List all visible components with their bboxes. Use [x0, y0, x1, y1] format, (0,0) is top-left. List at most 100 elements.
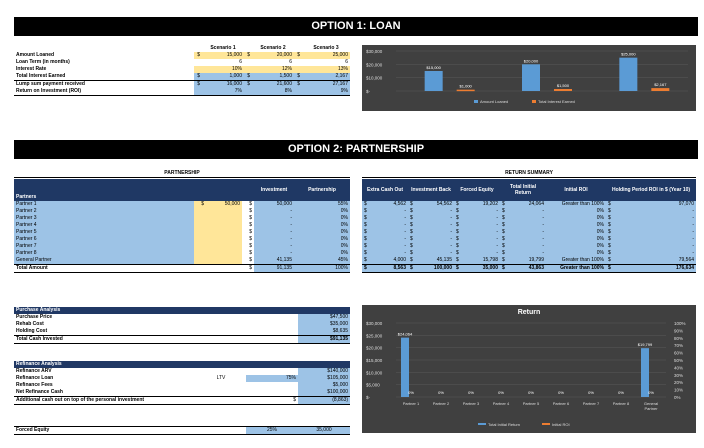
loan-value: 12% — [252, 66, 294, 73]
partner-name: Partner 4 — [14, 222, 194, 229]
return-y2-tick: 60% — [674, 351, 683, 356]
partner-row: Partner 7 $ -0% — [14, 243, 350, 250]
return-summary-table: Extra Cash Out Investment Back Forced Eq… — [362, 179, 697, 273]
legend-swatch — [542, 423, 550, 425]
loan-currency: $ — [294, 73, 302, 81]
partner-investment: 50,000 — [254, 201, 294, 208]
loan-currency: $ — [194, 73, 202, 81]
investment-col-header: Investment — [260, 186, 288, 193]
purchase-analysis-table: Purchase Analysis Purchase Price $47,500 R… — [14, 307, 351, 344]
refinance-label: Refinance Fees — [16, 382, 53, 388]
loan-value: 1,500 — [252, 73, 294, 81]
roi-data-label: 0% — [408, 390, 414, 395]
partner-amount-currency — [194, 257, 206, 265]
loan-bar — [522, 64, 540, 91]
return-currency: $ — [408, 215, 416, 222]
return-holding-roi: 176,634 — [614, 264, 697, 273]
return-extra: 4,000 — [370, 257, 408, 265]
return-currency: $ — [606, 257, 614, 265]
return-forced: - — [462, 215, 500, 222]
loan-row-label: Return on Investment (ROI) — [14, 88, 194, 96]
return-chart-title: Return — [518, 309, 541, 316]
loan-value: 6 — [345, 59, 348, 65]
return-currency: $ — [362, 236, 370, 243]
loan-row-label: Interest Rate — [16, 66, 47, 72]
refinance-value: $140,000 — [298, 368, 351, 375]
legend-label: Amount Loaned — [480, 99, 508, 104]
return-currency: $ — [362, 215, 370, 222]
partner-amount-currency — [194, 236, 206, 243]
return-forced: 19,202 — [462, 201, 500, 208]
return-total: - — [508, 243, 546, 250]
option1-title: OPTION 1: LOAN — [311, 20, 401, 32]
purchase-row: Total Cash Invested $91,135 — [14, 335, 351, 344]
return-chart: Return $30,000 $25,000 $20,000 $15,000 $10,00… — [362, 305, 696, 433]
return-currency: $ — [500, 236, 508, 243]
legend-label: Total Initial Return — [488, 422, 520, 427]
forced-equity-label: Forced Equity — [14, 426, 246, 435]
return-bar — [641, 348, 649, 397]
loan-chart: $30,000 $20,000 $10,000 $- $15,000 $20,000 $25… — [362, 45, 696, 111]
return-currency: $ — [500, 222, 508, 229]
partner-percentage: 0% — [294, 250, 350, 257]
return-currency: $ — [454, 222, 462, 229]
partner-amount-currency — [194, 243, 206, 250]
loan-bar — [424, 71, 443, 91]
return-currency: $ — [500, 264, 508, 273]
return-currency: $ — [454, 229, 462, 236]
return-currency: $ — [362, 201, 370, 208]
return-currency: $ — [362, 257, 370, 265]
refinance-row: Refinance ARV $140,000 — [14, 368, 351, 375]
loan-currency: $ — [194, 52, 202, 59]
return-currency: $ — [454, 264, 462, 273]
loan-currency: $ — [294, 80, 302, 88]
partner-investment: - — [254, 208, 294, 215]
loan-value: 8% — [252, 88, 294, 96]
partner-investment-currency: $ — [249, 215, 252, 221]
holding-roi-col-header: Holding Period ROI in $ (Year 10) — [611, 187, 691, 193]
partner-investment: - — [254, 236, 294, 243]
return-x-tick: Partner 5 — [523, 401, 540, 406]
return-total: - — [508, 236, 546, 243]
return-data-label: $19,799 — [638, 342, 653, 347]
return-y2-tick: 100% — [674, 321, 686, 326]
return-y2-tick: 30% — [674, 373, 683, 378]
loan-currency: $ — [294, 52, 302, 59]
return-currency: $ — [454, 208, 462, 215]
return-back: - — [416, 243, 454, 250]
partner-amount-currency — [194, 250, 206, 257]
partner-name: Partner 6 — [14, 236, 194, 243]
partner-investment-currency: $ — [249, 257, 252, 263]
spacer — [246, 382, 298, 389]
return-currency: $ — [606, 250, 614, 257]
partner-row: Partner 1 $50,000 $50,000 55% — [14, 201, 350, 208]
return-y-tick: $25,000 — [366, 333, 383, 338]
return-currency: $ — [454, 250, 462, 257]
spacer — [196, 368, 246, 375]
partner-amount-currency — [194, 229, 206, 236]
loan-row: Amount Loaned $15,000 $20,000 $25,000 — [14, 52, 350, 59]
return-currency: $ — [408, 243, 416, 250]
return-currency: $ — [606, 215, 614, 222]
purchase-row: Purchase Price $47,500 — [14, 314, 351, 321]
return-currency: $ — [408, 229, 416, 236]
loan-value: 27,167 — [302, 80, 350, 88]
partner-percentage: 0% — [294, 215, 350, 222]
spacer — [194, 264, 206, 273]
return-y2-tick: 80% — [674, 336, 683, 341]
partner-row: Partner 8 $ -0% — [14, 250, 350, 257]
return-back: - — [416, 215, 454, 222]
return-y2-tick: 40% — [674, 365, 683, 370]
return-currency: $ — [408, 250, 416, 257]
scenario-header: Scenario 1 — [210, 45, 236, 51]
return-x-tick: Partner 3 — [463, 401, 480, 406]
partner-row: Partner 5 $ -0% — [14, 229, 350, 236]
partner-name: Partner 8 — [14, 250, 194, 257]
partner-percentage: 0% — [294, 229, 350, 236]
purchase-value: $8,635 — [298, 328, 351, 336]
return-currency: $ — [362, 222, 370, 229]
option2-banner: OPTION 2: PARTNERSHIP — [14, 140, 698, 159]
return-initial-roi: 0% — [546, 208, 606, 215]
return-row: $ - $ - $ - $ -0% $ - — [362, 243, 697, 250]
return-forced: - — [462, 236, 500, 243]
